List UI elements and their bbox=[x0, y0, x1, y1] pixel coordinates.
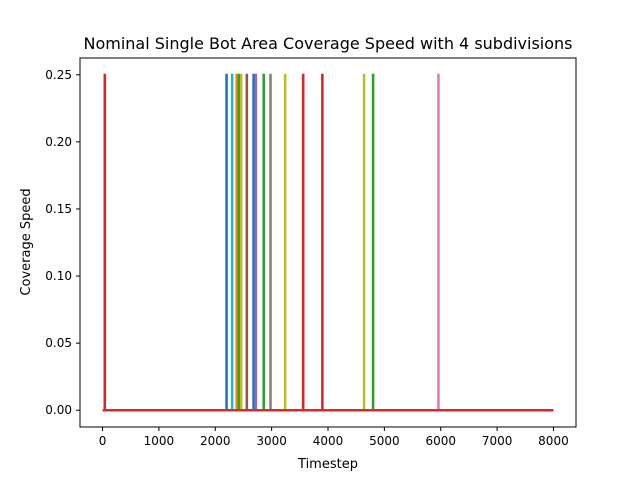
chart-marks bbox=[102, 73, 554, 412]
y-tick-label: 0.10 bbox=[45, 269, 72, 283]
x-tick-label: 3000 bbox=[256, 434, 287, 448]
y-tick-label: 0.00 bbox=[45, 403, 72, 417]
y-tick-label: 0.05 bbox=[45, 336, 72, 350]
y-axis-label: Coverage Speed bbox=[19, 188, 34, 295]
x-tick-label: 0 bbox=[99, 434, 107, 448]
x-tick-label: 2000 bbox=[200, 434, 231, 448]
x-tick-label: 4000 bbox=[313, 434, 344, 448]
x-tick-label: 7000 bbox=[482, 434, 513, 448]
x-axis-label: Timestep bbox=[297, 457, 358, 472]
y-tick-label: 0.15 bbox=[45, 202, 72, 216]
y-axis-ticks: 0.00 0.05 0.10 0.15 0.20 0.25 bbox=[45, 68, 80, 417]
x-tick-label: 1000 bbox=[144, 434, 175, 448]
y-tick-label: 0.25 bbox=[45, 68, 72, 82]
y-tick-label: 0.20 bbox=[45, 135, 72, 149]
x-tick-label: 8000 bbox=[538, 434, 569, 448]
chart-title: Nominal Single Bot Area Coverage Speed w… bbox=[83, 34, 572, 53]
x-tick-label: 5000 bbox=[369, 434, 400, 448]
x-tick-label: 6000 bbox=[425, 434, 456, 448]
x-axis-ticks: 0 1000 2000 3000 4000 5000 6000 7000 8000 bbox=[99, 427, 569, 448]
